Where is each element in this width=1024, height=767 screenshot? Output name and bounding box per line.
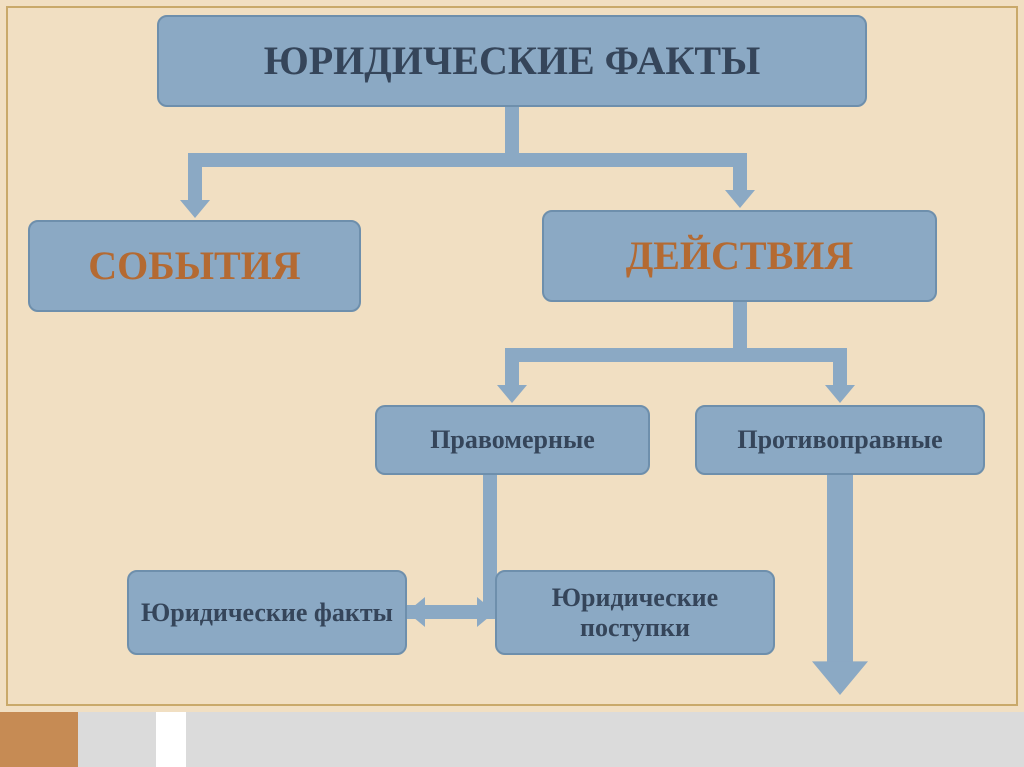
node-unlawful-label: Противоправные — [737, 425, 942, 455]
node-unlawful: Противоправные — [695, 405, 985, 475]
node-lawful-label: Правомерные — [430, 425, 595, 455]
node-lawful: Правомерные — [375, 405, 650, 475]
node-actions-label: ДЕЙСТВИЯ — [626, 233, 854, 279]
node-facts-label: Юридические факты — [141, 598, 393, 628]
footer-bar — [0, 712, 1024, 767]
diagram-canvas: ЮРИДИЧЕСКИЕ ФАКТЫ СОБЫТИЯ ДЕЙСТВИЯ Правомер… — [0, 0, 1024, 712]
footer-block-b — [78, 712, 156, 767]
node-actions: ДЕЙСТВИЯ — [542, 210, 937, 302]
node-events: СОБЫТИЯ — [28, 220, 361, 312]
node-facts: Юридические факты — [127, 570, 407, 655]
node-events-label: СОБЫТИЯ — [88, 243, 300, 289]
node-root-label: ЮРИДИЧЕСКИЕ ФАКТЫ — [264, 38, 761, 84]
node-root: ЮРИДИЧЕСКИЕ ФАКТЫ — [157, 15, 867, 107]
footer-block-a — [0, 712, 78, 767]
node-deeds-label: Юридические поступки — [497, 583, 773, 643]
node-deeds: Юридические поступки — [495, 570, 775, 655]
footer-block-c — [186, 712, 1024, 767]
